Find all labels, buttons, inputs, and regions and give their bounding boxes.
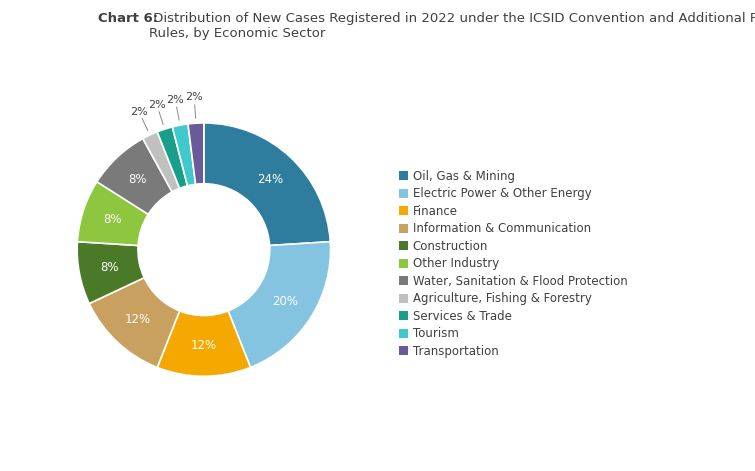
Wedge shape <box>143 132 180 192</box>
Text: 8%: 8% <box>128 173 147 186</box>
Wedge shape <box>204 123 330 245</box>
Wedge shape <box>77 242 144 304</box>
Text: 2%: 2% <box>130 106 148 117</box>
Wedge shape <box>78 182 148 245</box>
Text: 12%: 12% <box>125 313 151 326</box>
Wedge shape <box>172 124 196 186</box>
Text: 8%: 8% <box>100 261 119 274</box>
Text: 2%: 2% <box>166 95 184 105</box>
Wedge shape <box>89 278 180 367</box>
Legend: Oil, Gas & Mining, Electric Power & Other Energy, Finance, Information & Communi: Oil, Gas & Mining, Electric Power & Othe… <box>399 170 627 357</box>
Text: 24%: 24% <box>257 173 283 186</box>
Text: 12%: 12% <box>191 340 217 352</box>
Text: 20%: 20% <box>272 295 298 308</box>
Wedge shape <box>97 138 172 214</box>
Text: Distribution of New Cases Registered in 2022 under the ICSID Convention and Addi: Distribution of New Cases Registered in … <box>149 12 755 40</box>
Text: Chart 6:: Chart 6: <box>98 12 159 25</box>
Wedge shape <box>157 127 187 188</box>
Wedge shape <box>157 311 251 376</box>
Text: 8%: 8% <box>103 213 122 227</box>
Text: 2%: 2% <box>186 92 203 103</box>
Wedge shape <box>228 242 331 367</box>
Text: 2%: 2% <box>148 100 165 110</box>
Wedge shape <box>188 123 204 184</box>
